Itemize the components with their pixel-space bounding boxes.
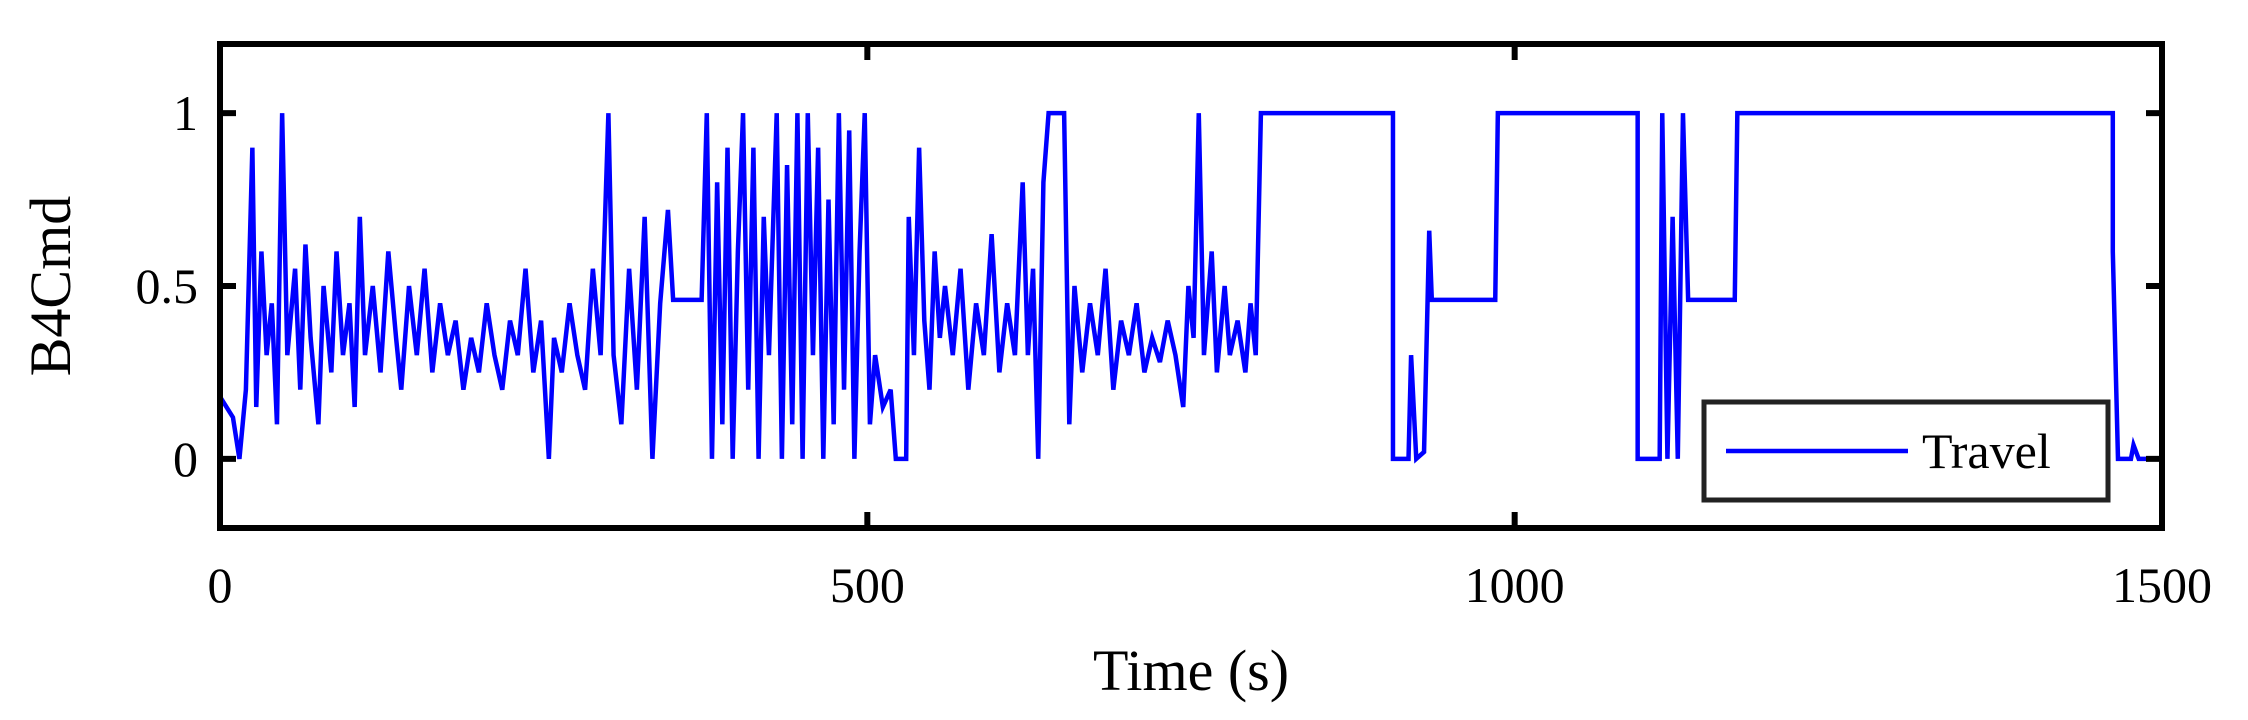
x-axis-label: Time (s) [1093,638,1289,703]
y-tick-label: 0 [173,431,198,487]
x-tick-label: 500 [830,557,905,613]
x-tick-label: 0 [208,557,233,613]
data-line [220,110,2162,464]
x-tick-label: 1000 [1465,557,1565,613]
legend-label: Travel [1922,423,2051,479]
y-axis-label: B4Cmd [18,196,83,377]
y-tick-label: 0.5 [136,258,199,314]
legend: Travel [1701,399,2111,503]
y-tick-label: 1 [173,85,198,141]
x-tick-label: 1500 [2112,557,2212,613]
